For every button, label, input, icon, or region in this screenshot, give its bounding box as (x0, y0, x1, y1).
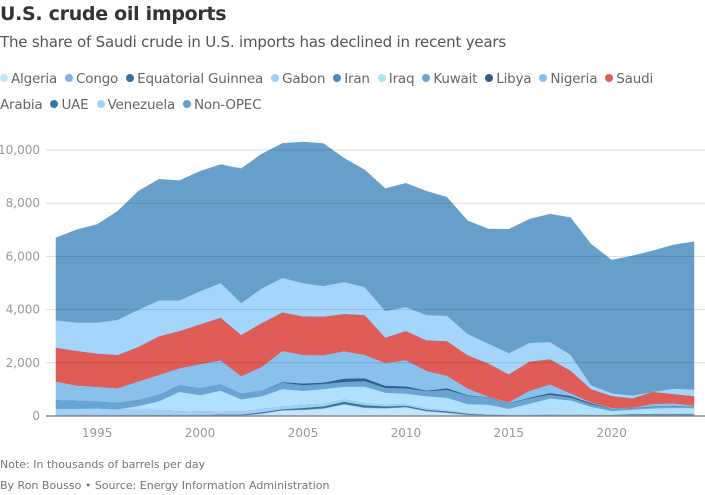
legend-item-algeria: Algeria (0, 71, 57, 87)
legend-label: Kuwait (433, 71, 478, 87)
legend-swatch-icon (126, 74, 135, 82)
x-tick-label: 2010 (391, 426, 422, 440)
legend-label: Libya (496, 71, 532, 87)
legend-item-iran: Iran (333, 71, 370, 87)
x-tick-label: 2015 (494, 426, 525, 440)
legend-item-libya: Libya (485, 71, 532, 87)
legend-swatch-icon (485, 74, 494, 82)
legend-swatch-icon (50, 100, 59, 108)
legend-label: Non-OPEC (194, 97, 262, 113)
y-tick-label: 0 (32, 409, 40, 423)
legend-label: Gabon (282, 71, 326, 87)
legend-label: Iran (344, 71, 370, 87)
legend-swatch-icon (377, 74, 386, 82)
x-tick-label: 1995 (82, 426, 113, 440)
legend-label: Congo (76, 71, 119, 87)
x-tick-label: 2000 (185, 426, 216, 440)
legend-item-equatorial-guinnea: Equatorial Guinnea (126, 71, 263, 87)
y-tick-label: 10,000 (0, 143, 40, 157)
y-tick-label: 8,000 (6, 196, 40, 210)
legend-swatch-icon (605, 74, 614, 82)
legend-swatch-icon (333, 74, 342, 82)
legend-swatch-icon (539, 74, 548, 82)
chart-subtitle: The share of Saudi crude in U.S. imports… (0, 33, 506, 51)
x-tick-label: 2020 (596, 426, 627, 440)
legend-label: UAE (61, 97, 89, 113)
legend-item-venezuela: Venezuela (96, 97, 176, 113)
legend-item-uae: UAE (50, 97, 89, 113)
legend-swatch-icon (183, 100, 192, 108)
legend-item-congo: Congo (65, 71, 118, 87)
area-non-opec (55, 141, 695, 396)
legend-item-iraq: Iraq (377, 71, 415, 87)
legend-item-saudi-arabia: Saudi Arabia (0, 71, 653, 113)
legend-swatch-icon (96, 100, 105, 108)
area-layers (55, 141, 695, 417)
legend-label: Algeria (11, 71, 58, 87)
legend: Algeria Congo Equatorial Guinnea Gabon Iran I… (0, 66, 700, 118)
legend-label: Nigeria (550, 71, 598, 87)
legend-swatch-icon (65, 74, 74, 82)
legend-label: Venezuela (107, 97, 176, 113)
legend-swatch-icon (271, 74, 280, 82)
y-tick-label: 6,000 (6, 249, 40, 263)
legend-item-gabon: Gabon (271, 71, 325, 87)
legend-swatch-icon (0, 74, 8, 82)
legend-item-nigeria: Nigeria (539, 71, 597, 87)
x-tick-label: 2005 (288, 426, 319, 440)
legend-item-kuwait: Kuwait (422, 71, 477, 87)
legend-label: Saudi Arabia (0, 71, 653, 113)
legend-item-non-opec: Non-OPEC (183, 97, 262, 113)
chart-note: Note: In thousands of barrels per day (0, 458, 206, 471)
legend-label: Iraq (388, 71, 415, 87)
chart-source: By Ron Bousso • Source: Energy Informati… (0, 479, 330, 492)
stacked-area-chart: 0 2,000 4,000 6,000 8,000 10,000 1995 2000 2005 2… (0, 141, 705, 440)
legend-swatch-icon (422, 74, 431, 82)
chart-title: U.S. crude oil imports (0, 3, 227, 25)
legend-label: Equatorial Guinnea (137, 71, 264, 87)
y-tick-label: 2,000 (6, 356, 40, 370)
y-tick-label: 4,000 (6, 303, 40, 317)
